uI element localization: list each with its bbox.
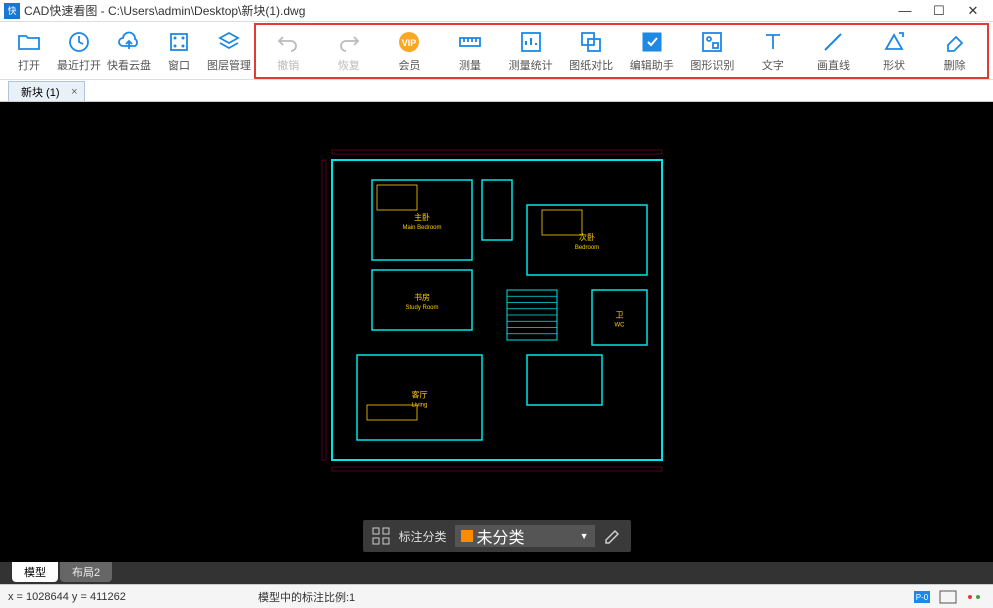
svg-text:客厅: 客厅 <box>411 390 427 400</box>
vip-icon: VIP <box>396 29 422 55</box>
erase-icon <box>942 29 968 55</box>
line-icon <box>820 29 846 55</box>
status-icon-1[interactable]: P-0 <box>911 588 933 606</box>
tool-vip[interactable]: VIP 会员 <box>384 25 434 77</box>
maximize-button[interactable]: ☐ <box>931 3 947 19</box>
tool-label: 撤销 <box>277 57 299 73</box>
stats-icon <box>518 29 544 55</box>
annotation-category-select[interactable]: 未分类 ▼ <box>455 525 595 547</box>
svg-text:主卧: 主卧 <box>414 212 430 222</box>
tool-redo[interactable]: 恢复 <box>324 25 374 77</box>
svg-text:Study Room: Study Room <box>405 305 438 311</box>
tool-undo[interactable]: 撤销 <box>263 25 313 77</box>
drawing-canvas[interactable]: 主卧 Main Bedroom 次卧 Bedroom 书房 Study Room 卫 WC 客厅… <box>0 102 993 562</box>
svg-text:WC: WC <box>614 323 625 329</box>
svg-text:卫: 卫 <box>615 311 623 320</box>
svg-text:书房: 书房 <box>414 292 430 302</box>
status-icon-3[interactable] <box>963 588 985 606</box>
highlighted-tools: 撤销 恢复 VIP 会员 测量 测量统计图纸对比 编辑助手图形识别 文字 画直线 形状 删除 <box>254 23 989 79</box>
shape-icon <box>881 29 907 55</box>
file-tab-bar: 新块 (1) × <box>0 80 993 102</box>
tool-label: 图层管理 <box>207 57 251 73</box>
titlebar: 快 CAD快速看图 - C:\Users\admin\Desktop\新块(1)… <box>0 0 993 22</box>
tool-clock[interactable]: 最近打开 <box>54 25 104 77</box>
folder-icon <box>16 29 42 55</box>
undo-icon <box>275 29 301 55</box>
category-grid-icon[interactable] <box>370 526 390 546</box>
window-icon <box>166 29 192 55</box>
tool-recognize[interactable]: 图形识别 <box>687 25 737 77</box>
tool-label: 形状 <box>883 57 905 73</box>
tool-label: 测量统计 <box>509 57 553 73</box>
tool-edit-assist[interactable]: 编辑助手 <box>627 25 677 77</box>
dropdown-caret-icon: ▼ <box>580 531 589 541</box>
tool-measure[interactable]: 测量 <box>445 25 495 77</box>
category-swatch <box>461 530 473 542</box>
status-icon-2[interactable] <box>937 588 959 606</box>
close-tab-icon[interactable]: × <box>71 86 77 98</box>
tool-line[interactable]: 画直线 <box>808 25 858 77</box>
annotation-label: 标注分类 <box>398 528 446 545</box>
minimize-button[interactable]: — <box>897 3 913 19</box>
tool-label: 最近打开 <box>57 57 101 73</box>
tool-label: 删除 <box>944 57 966 73</box>
annotation-edit-icon[interactable] <box>603 526 623 546</box>
recognize-icon <box>699 29 725 55</box>
tool-cloud[interactable]: 快看云盘 <box>104 25 154 77</box>
tool-erase[interactable]: 删除 <box>930 25 980 77</box>
compare-icon <box>578 29 604 55</box>
layout-tab-bar: 模型布局2 <box>0 562 993 584</box>
svg-text:VIP: VIP <box>402 38 417 48</box>
annotation-toolbar: 标注分类 未分类 ▼ <box>362 520 630 552</box>
tool-label: 快看云盘 <box>107 57 151 73</box>
cloud-icon <box>116 29 142 55</box>
layout-tab-模型[interactable]: 模型 <box>12 562 58 582</box>
svg-text:Living: Living <box>411 403 427 409</box>
redo-icon <box>336 29 362 55</box>
tool-shape[interactable]: 形状 <box>869 25 919 77</box>
svg-text:Bedroom: Bedroom <box>574 245 598 251</box>
floorplan-drawing: 主卧 Main Bedroom 次卧 Bedroom 书房 Study Room 卫 WC 客厅… <box>317 145 677 485</box>
svg-text:P-0: P-0 <box>916 593 929 602</box>
close-button[interactable]: ✕ <box>965 3 981 19</box>
file-tab-label: 新块 (1) <box>21 84 60 100</box>
tool-folder[interactable]: 打开 <box>4 25 54 77</box>
tool-window[interactable]: 窗口 <box>154 25 204 77</box>
text-icon <box>760 29 786 55</box>
tool-compare[interactable]: 图纸对比 <box>566 25 616 77</box>
tool-label: 会员 <box>398 57 420 73</box>
tool-text[interactable]: 文字 <box>748 25 798 77</box>
window-title: CAD快速看图 - C:\Users\admin\Desktop\新块(1).d… <box>24 2 897 19</box>
svg-text:Main Bedroom: Main Bedroom <box>402 225 441 231</box>
tool-label: 图纸对比 <box>569 57 613 73</box>
clock-icon <box>66 29 92 55</box>
tool-layers[interactable]: 图层管理 <box>204 25 254 77</box>
file-tab[interactable]: 新块 (1) × <box>8 81 85 101</box>
annotation-selected: 未分类 <box>477 524 525 548</box>
tool-label: 编辑助手 <box>630 57 674 73</box>
svg-text:次卧: 次卧 <box>579 232 595 242</box>
tool-label: 打开 <box>18 57 40 73</box>
measure-icon <box>457 29 483 55</box>
layout-tab-布局2[interactable]: 布局2 <box>60 562 112 582</box>
tool-label: 恢复 <box>338 57 360 73</box>
app-icon: 快 <box>4 3 20 19</box>
status-scale: 模型中的标注比例:1 <box>258 589 911 605</box>
layers-icon <box>216 29 242 55</box>
tool-label: 窗口 <box>168 57 190 73</box>
tool-label: 测量 <box>459 57 481 73</box>
main-toolbar: 打开 最近打开快看云盘 窗口 图层管理 撤销 恢复 VIP 会员 测量 测量统计图纸对比 编辑助手… <box>0 22 993 80</box>
status-coordinates: x = 1028644 y = 411262 <box>8 591 258 603</box>
tool-label: 画直线 <box>817 57 850 73</box>
tool-label: 文字 <box>762 57 784 73</box>
tool-stats[interactable]: 测量统计 <box>506 25 556 77</box>
tool-label: 图形识别 <box>690 57 734 73</box>
edit-assist-icon <box>639 29 665 55</box>
status-bar: x = 1028644 y = 411262 模型中的标注比例:1 P-0 <box>0 584 993 608</box>
